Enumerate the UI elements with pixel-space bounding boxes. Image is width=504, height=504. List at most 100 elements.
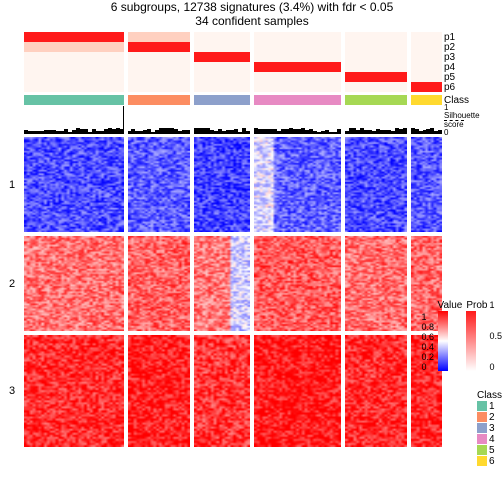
heatmap-block [24,137,124,232]
legend-class-title: Class [477,390,502,401]
legend-value-tick: 0.8 [422,322,435,332]
prob-cell [194,72,250,82]
legend-class-item: 4 [477,434,502,445]
silhouette-label: score [444,121,480,129]
prob-cell [411,72,442,82]
title-line2: 34 confident samples [0,14,504,28]
legend-prob-title: Prob [466,300,487,311]
legend-class-swatch [477,445,487,455]
prob-cell [345,42,407,52]
heatmap-block [128,335,190,447]
legend-value-tick: 0 [422,362,435,372]
heatmap-block [128,236,190,331]
prob-cell [254,82,341,92]
heatmap-block [24,335,124,447]
prob-cell [345,52,407,62]
legend-class-label: 1 [489,401,495,412]
legend-value-title: Value [438,300,463,311]
heatmap-block [128,137,190,232]
legend-class-swatch [477,434,487,444]
heatmap-block [411,137,442,232]
heatmap-block [254,236,341,331]
legend-value-tick: 0.4 [422,342,435,352]
class-bar-cell [345,95,407,105]
prob-cell [411,42,442,52]
heatmap-block [345,335,407,447]
prob-cell [254,52,341,62]
silhouette-tick: 0 [444,129,480,137]
legend-class-item: 3 [477,423,502,434]
legend-class-swatch [477,423,487,433]
prob-row-label: p6 [444,82,455,93]
legend-class-label: 5 [489,445,495,456]
legend-value: Value Prob 1 0.5 0 10.80.60.40.20 [438,300,502,372]
heatmap-block [345,137,407,232]
heatmap-block [194,335,250,447]
heatmap-block [24,236,124,331]
prob-cell [128,82,190,92]
legend-class-swatch [477,401,487,411]
prob-cell [24,52,124,62]
silhouette-cell [128,106,190,134]
legend-prob-tick: 0.5 [489,331,502,341]
legend-class-item: 1 [477,401,502,412]
prob-cell [345,62,407,72]
prob-cell [194,82,250,92]
prob-cell [254,42,341,52]
silhouette-cell [411,106,442,134]
class-bar-cell [24,95,124,105]
legend-class-label: 4 [489,434,495,445]
heat-group-label: 3 [9,385,15,397]
silhouette-cell [24,106,124,134]
prob-cell [128,72,190,82]
prob-cell [194,62,250,72]
class-bar-cell [254,95,341,105]
legend-prob-gradient [466,311,476,371]
class-bar-cell [128,95,190,105]
heat-group-label: 1 [9,179,15,191]
prob-cell [194,32,250,42]
prob-cell [128,32,190,42]
prob-cell [254,72,341,82]
silhouette-cell [254,106,341,134]
prob-cell [24,82,124,92]
prob-cell [345,32,407,42]
title-line1: 6 subgroups, 12738 signatures (3.4%) wit… [0,0,504,14]
legend-value-ticks: 10.80.60.40.20 [420,312,435,372]
prob-cell [254,62,341,72]
prob-cell [411,52,442,62]
prob-cell [345,72,407,82]
heatmap-block [254,137,341,232]
prob-cell [194,42,250,52]
heatmap-block [194,137,250,232]
legend-class-item: 5 [477,445,502,456]
prob-cell [254,32,341,42]
legend-class-label: 6 [489,456,495,467]
legend-class-swatch [477,412,487,422]
prob-cell [194,52,250,62]
legend-class-item: 2 [477,412,502,423]
legend-value-tick: 1 [422,312,435,322]
prob-cell [24,32,124,42]
heatmap-block [345,236,407,331]
prob-cell [128,42,190,52]
legend-value-gradient [438,311,448,371]
class-bar-cell [411,95,442,105]
prob-cell [411,82,442,92]
prob-cell [128,62,190,72]
heatmap-block [194,236,250,331]
class-bar-cell [194,95,250,105]
prob-cell [411,62,442,72]
legend-class-swatch [477,456,487,466]
prob-cell [411,32,442,42]
legend-class-label: 3 [489,423,495,434]
prob-cell [24,62,124,72]
silhouette-cell [194,106,250,134]
legend-prob-tick: 1 [489,300,502,310]
legend-value-tick: 0.6 [422,332,435,342]
legend-class: Class 123456 [477,390,502,467]
legend-value-tick: 0.2 [422,352,435,362]
prob-cell [24,72,124,82]
legend-prob-tick: 0 [489,362,502,372]
silhouette-label: Silhouette [444,112,480,120]
